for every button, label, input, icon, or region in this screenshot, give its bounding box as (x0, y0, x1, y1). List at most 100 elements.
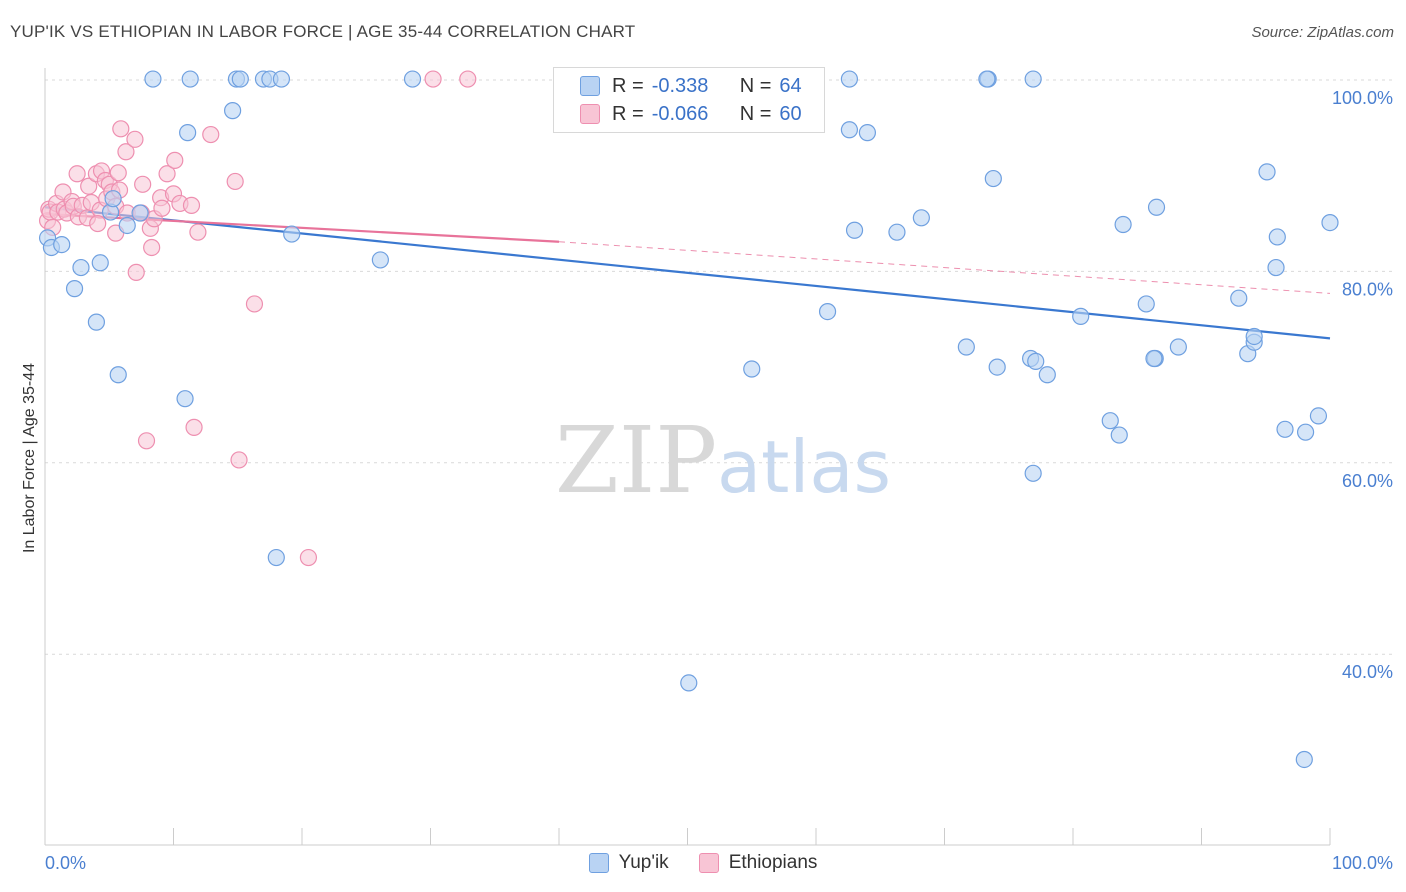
source-label: Source: ZipAtlas.com (1251, 24, 1394, 41)
legend-r-value: -0.066 (651, 102, 709, 125)
yupik-point (858, 124, 877, 142)
ethiopians-trend-extension (558, 241, 1331, 294)
ethiopians-point (127, 263, 145, 281)
ethiopians-point (68, 165, 86, 183)
legend-label-yupik: Yup'ik (618, 852, 669, 873)
y-tick-label: 100.0% (1332, 88, 1393, 108)
legend-r-label: R = (612, 102, 644, 125)
yupik-point (1024, 464, 1042, 482)
series-legend: Yup'ik Ethiopians (0, 852, 1406, 874)
yupik-point (272, 70, 291, 88)
ethiopians-point (109, 164, 127, 182)
ethiopians-point (182, 196, 201, 214)
yupik-point (1321, 213, 1339, 232)
yupik-point (988, 358, 1006, 376)
legend-swatch-ethiopians (698, 853, 719, 873)
stats-legend: R = -0.338 N = 64 R = -0.066 N = 60 (553, 67, 825, 133)
yupik-point (87, 313, 106, 331)
yupik-point (179, 124, 197, 142)
yupik-point (403, 70, 422, 88)
yupik-point (1268, 228, 1286, 246)
yupik-point (1072, 307, 1090, 325)
yupik-point (1169, 338, 1187, 356)
yupik-point (840, 121, 859, 139)
yupik-point (1110, 426, 1128, 444)
legend-item-yupik[interactable]: Yup'ik (588, 852, 669, 874)
legend-row-ethiopians: R = -0.066 N = 60 (554, 100, 802, 128)
yupik-point (840, 70, 859, 88)
yupik-point (267, 548, 285, 567)
yupik-point (1267, 258, 1285, 277)
ethiopians-point (226, 172, 244, 191)
yupik-point (109, 366, 127, 384)
legend-n-value: 64 (779, 74, 802, 97)
legend-row-yupik: R = -0.338 N = 64 (554, 72, 802, 100)
legend-swatch-yupik (580, 76, 600, 96)
ethiopians-points (38, 70, 477, 567)
y-tick-label: 40.0% (1342, 662, 1393, 682)
yupik-point (1276, 420, 1294, 438)
yupik-point (65, 280, 84, 298)
ethiopians-point (158, 165, 176, 183)
yupik-point (1137, 295, 1155, 313)
legend-n-label: N = (739, 102, 772, 125)
ethiopians-point (80, 177, 98, 195)
yupik-point (1258, 163, 1276, 181)
y-axis-label: In Labor Force | Age 35-44 (21, 363, 38, 553)
yupik-point (1027, 352, 1045, 370)
yupik-point (1024, 70, 1042, 88)
yupik-point (371, 251, 389, 269)
yupik-points (38, 70, 1339, 769)
yupik-point (978, 70, 996, 88)
yupik-point (181, 70, 199, 88)
ethiopians-point (202, 125, 220, 144)
legend-swatch-yupik (588, 853, 609, 873)
yupik-point (231, 70, 249, 88)
yupik-point (224, 102, 242, 120)
yupik-point (1114, 215, 1132, 234)
yupik-point (53, 236, 71, 254)
yupik-trend-line (44, 206, 1331, 340)
yupik-point (1038, 366, 1056, 384)
yupik-point (1309, 407, 1328, 425)
watermark: ZIP atlas (555, 407, 891, 514)
ethiopians-point (143, 238, 161, 257)
yupik-point (845, 221, 864, 239)
yupik-point (176, 390, 194, 408)
yupik-point (1296, 423, 1315, 441)
tick-labels: 40.0% 60.0% 80.0% 100.0% 0.0% 100.0% (45, 88, 1393, 873)
trend-lines (44, 206, 1331, 340)
yupik-point (888, 223, 906, 241)
yupik-point (818, 302, 837, 321)
x-tick-label: 0.0% (45, 853, 86, 873)
ethiopians-point (189, 223, 207, 241)
legend-r-label: R = (612, 74, 644, 97)
grid-lines (45, 79, 1392, 655)
watermark-atlas: atlas (717, 425, 891, 509)
watermark-zip: ZIP (555, 407, 717, 514)
ethiopians-point (299, 548, 318, 567)
yupik-point (144, 70, 162, 88)
legend-swatch-ethiopians (580, 104, 600, 124)
yupik-point (104, 190, 122, 208)
y-tick-label: 80.0% (1342, 279, 1393, 299)
yupik-point (1145, 349, 1163, 368)
yupik-point (1147, 198, 1166, 216)
ethiopians-point (134, 175, 152, 193)
yupik-point (984, 169, 1002, 188)
ethiopians-point (166, 151, 184, 169)
yupik-point (72, 258, 90, 277)
yupik-point (957, 338, 975, 356)
legend-r-value: -0.338 (651, 74, 709, 97)
yupik-point (912, 209, 930, 227)
legend-item-ethiopians[interactable]: Ethiopians (698, 852, 817, 874)
axes (44, 68, 1331, 846)
yupik-point (91, 254, 109, 272)
ethiopians-point (112, 120, 130, 138)
ethiopians-point (153, 199, 171, 217)
yupik-point (680, 674, 698, 692)
ethiopians-point (126, 130, 144, 148)
yupik-point (1101, 412, 1119, 430)
legend-n-value: 60 (779, 102, 802, 125)
